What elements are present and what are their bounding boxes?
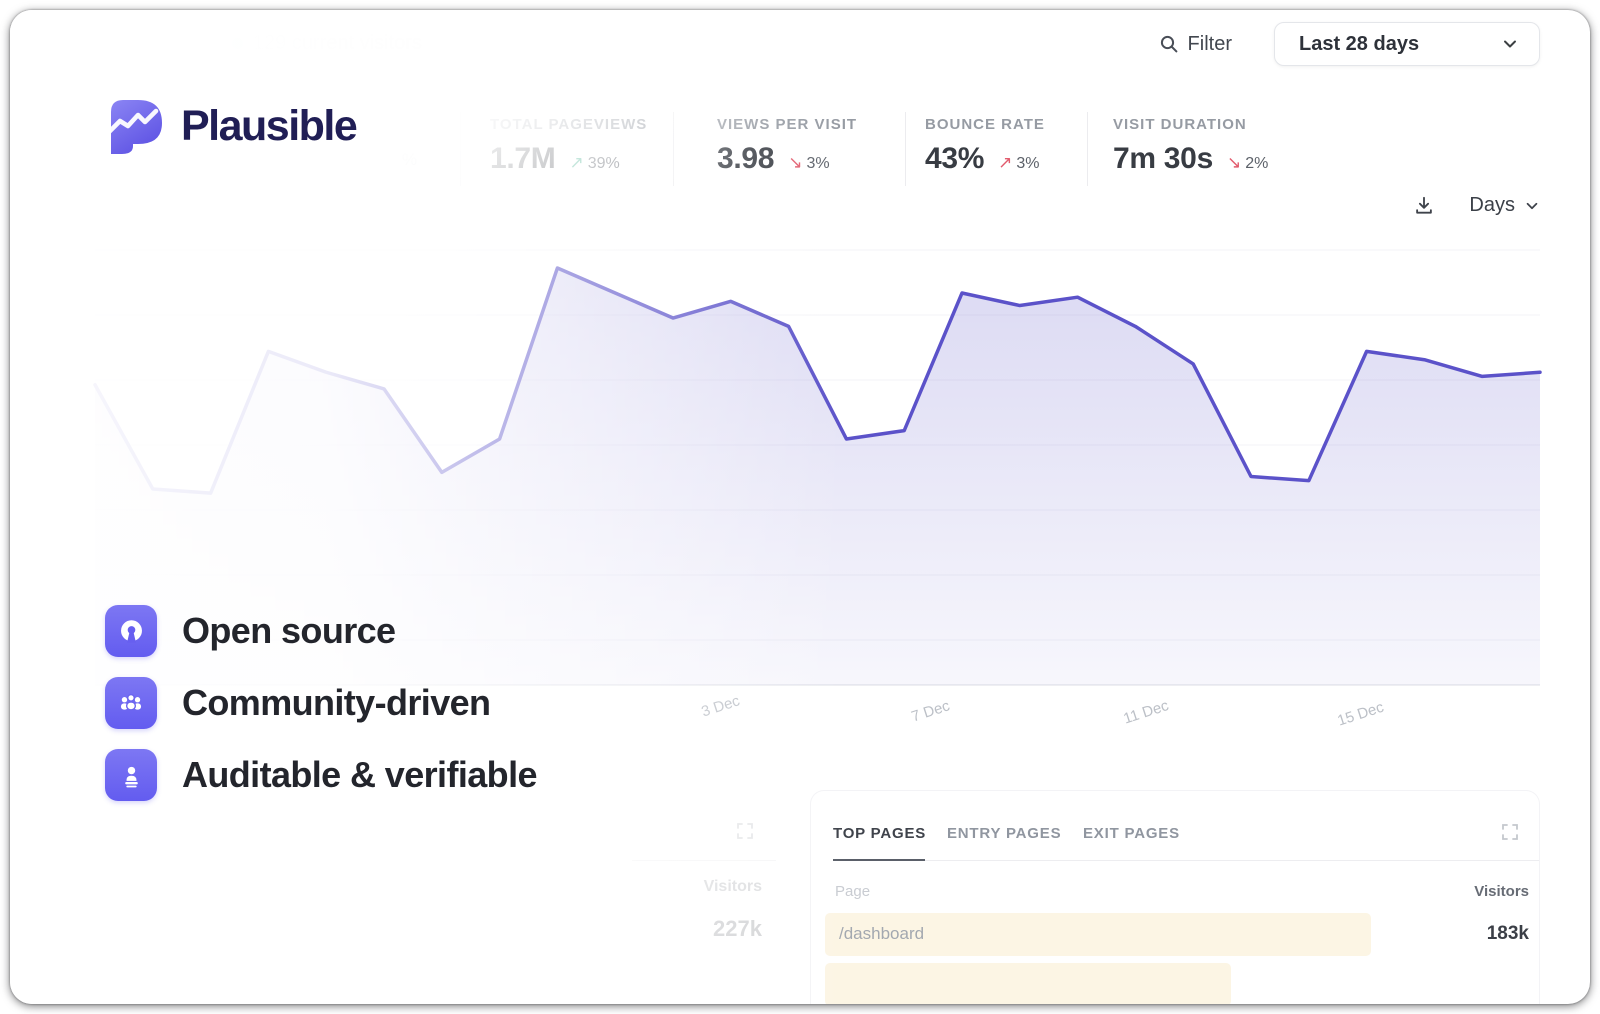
stat-value: 3.98	[717, 142, 775, 175]
expand-icon	[737, 823, 753, 839]
header-controls: Filter Last 28 days	[1159, 22, 1540, 66]
stat-label: BOUNCE RATE	[925, 116, 1045, 133]
x-tick-label: 15 Dec	[1335, 698, 1386, 730]
tab-entry-pages[interactable]: ENTRY PAGES	[947, 825, 1062, 842]
stat-total-pageviews: TOTAL PAGEVIEWS 1.7M ↗ 39%	[490, 116, 647, 176]
page-path: /dashboard	[839, 924, 925, 943]
interval-dropdown[interactable]: Days	[1469, 194, 1540, 217]
filter-button[interactable]: Filter	[1159, 33, 1232, 56]
date-range-value: Last 28 days	[1299, 32, 1420, 55]
x-tick-label: 11 Dec	[1121, 697, 1171, 728]
expand-icon	[1502, 824, 1518, 840]
dashboard-layer: 129 current visitors Filter Last 28 days	[10, 10, 1590, 1004]
page-visitors: 183k	[1486, 923, 1529, 944]
chevron-down-icon	[1526, 202, 1538, 209]
stat-value: 43%	[925, 142, 985, 175]
stat-delta: 3%	[1016, 155, 1040, 172]
trend-up-icon: ↗	[998, 153, 1013, 172]
download-button[interactable]	[1413, 195, 1435, 217]
x-tick-label: 3 Dec	[699, 692, 742, 721]
sources-panel-faded: Visitors 227k	[550, 790, 776, 1004]
dashboard-card: 129 current visitors Filter Last 28 days	[10, 10, 1590, 1004]
stat-visit-duration: VISIT DURATION 7m 30s ↘ 2%	[1113, 116, 1268, 176]
faded-stat-remnant: %	[402, 150, 418, 169]
pages-panel: TOP PAGES ENTRY PAGES EXIT PAGES Page Vi…	[810, 790, 1540, 1004]
x-tick-label: 7 Dec	[909, 697, 952, 726]
visitors-column-header: Visitors	[1474, 883, 1529, 900]
interval-label: Days	[1469, 194, 1515, 216]
visitors-column-header: Visitors	[703, 878, 762, 895]
search-icon	[1160, 35, 1177, 53]
current-visitors-label: 129 current visitors	[253, 32, 422, 54]
trend-up-icon: ↗	[569, 153, 584, 172]
stat-label: VISIT DURATION	[1113, 116, 1247, 133]
download-icon	[1416, 196, 1433, 214]
divider	[632, 860, 776, 861]
stat-views-per-visit: VIEWS PER VISIT 3.98 ↘ 3%	[717, 116, 857, 176]
stat-value: 7m 30s	[1113, 142, 1213, 175]
tab-exit-pages[interactable]: EXIT PAGES	[1083, 825, 1180, 842]
stat-bounce-rate: BOUNCE RATE 43% ↗ 3%	[925, 116, 1045, 176]
stat-divider	[1087, 112, 1088, 186]
current-visitors[interactable]: 129 current visitors	[232, 32, 422, 55]
active-tab-underline	[833, 859, 925, 861]
stat-delta: 39%	[587, 155, 620, 172]
live-dot-icon	[232, 38, 243, 49]
trend-down-icon: ↘	[1226, 153, 1242, 172]
filter-label: Filter	[1187, 32, 1232, 55]
divider	[833, 860, 1539, 861]
stat-delta: 3%	[806, 155, 830, 172]
trend-down-icon: ↘	[788, 153, 803, 172]
expand-button[interactable]	[1501, 823, 1519, 846]
stat-divider	[460, 112, 461, 186]
stat-label: TOTAL PAGEVIEWS	[490, 116, 648, 133]
expand-button[interactable]	[736, 822, 754, 845]
tab-top-pages[interactable]: TOP PAGES	[833, 825, 927, 842]
stat-divider	[673, 112, 674, 186]
stat-label: VIEWS PER VISIT	[717, 116, 858, 133]
date-range-dropdown[interactable]: Last 28 days	[1274, 22, 1540, 66]
stat-divider	[905, 112, 906, 186]
page-column-header: Page	[835, 883, 871, 900]
visitors-total-value: 227k	[713, 916, 762, 941]
stat-value: 1.7M	[490, 142, 556, 175]
row-highlight-bar-partial	[825, 963, 1231, 1004]
chevron-down-icon	[1504, 40, 1516, 48]
chart-toolbar: Days	[1413, 194, 1540, 217]
stat-delta: 2%	[1245, 155, 1269, 172]
page-row[interactable]: /dashboard 183k	[811, 913, 1539, 956]
